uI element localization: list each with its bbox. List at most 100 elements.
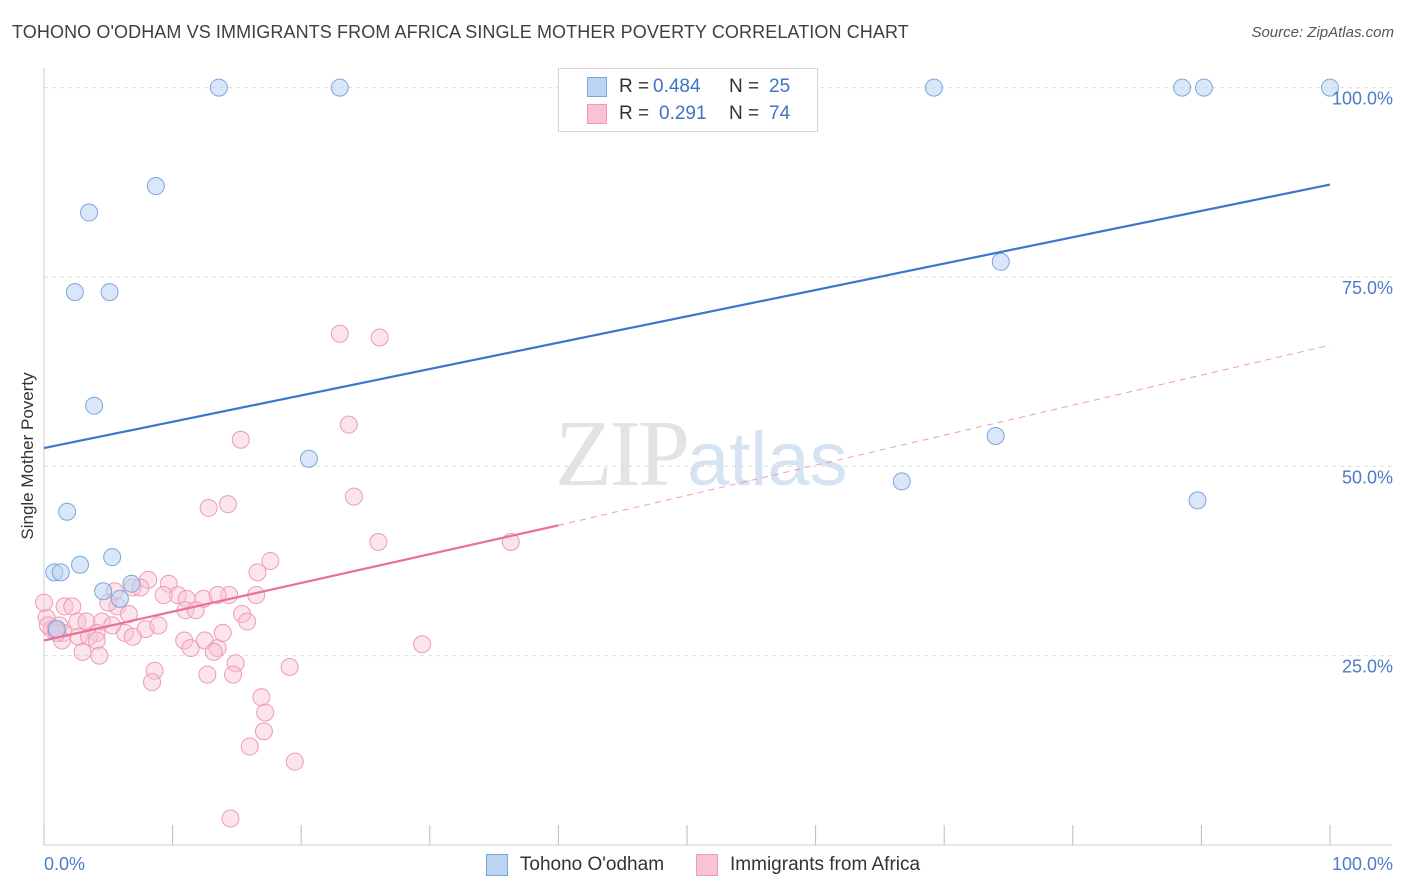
data-point-immigrants-from-africa	[199, 498, 218, 517]
data-point-immigrants-from-africa	[231, 430, 250, 449]
trend-line-immigrants-from-africa	[43, 524, 559, 642]
y-tick-label: 50.0%	[1342, 467, 1393, 487]
legend-r-label: R =	[619, 76, 650, 97]
data-point-tohono-oodham	[47, 620, 66, 639]
data-point-immigrants-from-africa	[149, 616, 168, 635]
data-point-immigrants-from-africa	[55, 597, 74, 616]
data-point-immigrants-from-africa	[73, 642, 92, 661]
data-point-tohono-oodham	[110, 589, 129, 608]
trend-line-extension-immigrants-from-africa	[558, 344, 1331, 526]
watermark-zip: ZIP	[555, 402, 690, 506]
data-point-tohono-oodham	[991, 252, 1010, 271]
data-point-immigrants-from-africa	[218, 495, 237, 514]
data-point-tohono-oodham	[71, 555, 90, 574]
y-tick-label: 25.0%	[1342, 657, 1393, 677]
data-point-tohono-oodham	[986, 426, 1005, 445]
legend-item-immigrants-from-africa[interactable]: Immigrants from Africa	[696, 854, 920, 876]
data-point-immigrants-from-africa	[213, 623, 232, 642]
series-legend: Tohono O'odham Immigrants from Africa	[0, 852, 1406, 878]
data-point-immigrants-from-africa	[370, 328, 389, 347]
data-point-tohono-oodham	[51, 563, 70, 582]
data-point-tohono-oodham	[1321, 78, 1339, 97]
grid-lines	[44, 87, 1392, 657]
data-point-tohono-oodham	[924, 78, 943, 97]
data-point-immigrants-from-africa	[238, 612, 257, 631]
data-point-immigrants-from-africa	[198, 665, 217, 684]
data-point-immigrants-from-africa	[87, 631, 106, 650]
data-point-tohono-oodham	[58, 502, 77, 521]
legend-r-value: 0.484	[653, 76, 701, 97]
data-point-immigrants-from-africa	[252, 688, 271, 707]
tick-labels: 25.0% 50.0% 75.0% 100.0% 0.0% 100.0%	[44, 89, 1393, 874]
data-point-immigrants-from-africa	[413, 635, 432, 654]
legend-swatch-blue	[485, 854, 508, 876]
data-point-tohono-oodham	[299, 449, 318, 468]
legend-row-pink: R = 0.291 N = 74	[587, 102, 790, 126]
data-point-immigrants-from-africa	[256, 703, 275, 722]
data-point-immigrants-from-africa	[68, 612, 87, 631]
data-point-tohono-oodham	[146, 177, 165, 196]
data-point-immigrants-from-africa	[168, 586, 187, 605]
data-point-immigrants-from-africa	[175, 631, 194, 650]
watermark-atlas: atlas	[687, 417, 848, 502]
x-tick-label: 0.0%	[44, 854, 85, 874]
data-point-immigrants-from-africa	[226, 654, 245, 673]
y-tick-label: 75.0%	[1342, 278, 1393, 298]
legend-r-label: R =	[619, 103, 650, 124]
source-label: Source: ZipAtlas.com	[1251, 24, 1394, 41]
legend-n-value: 25	[769, 76, 791, 97]
data-point-immigrants-from-africa	[261, 551, 280, 570]
legend-row-blue: R = 0.484 N = 25	[587, 75, 790, 99]
data-point-tohono-oodham	[1194, 78, 1213, 97]
data-point-immigrants-from-africa	[139, 570, 158, 589]
y-tick-label: 100.0%	[1332, 89, 1393, 109]
data-point-tohono-oodham	[209, 78, 228, 97]
data-point-tohono-oodham	[85, 396, 104, 415]
legend-swatch-pink	[587, 104, 607, 124]
y-axis-title: Single Mother Poverty	[18, 372, 37, 540]
data-point-tohono-oodham	[94, 582, 113, 601]
data-point-tohono-oodham	[65, 283, 84, 302]
data-point-immigrants-from-africa	[254, 722, 273, 741]
data-point-immigrants-from-africa	[285, 752, 304, 771]
data-point-immigrants-from-africa	[339, 415, 358, 434]
legend-item-tohono-oodham[interactable]: Tohono O'odham	[485, 854, 665, 876]
data-point-tohono-oodham	[330, 78, 349, 97]
data-point-immigrants-from-africa	[248, 563, 267, 582]
data-point-immigrants-from-africa	[63, 597, 82, 616]
data-point-tohono-oodham	[80, 203, 99, 222]
data-point-tohono-oodham	[1188, 491, 1207, 510]
data-point-immigrants-from-africa	[123, 627, 142, 646]
data-point-immigrants-from-africa	[240, 737, 259, 756]
data-point-immigrants-from-africa	[154, 586, 173, 605]
data-point-tohono-oodham	[1173, 78, 1192, 97]
data-point-tohono-oodham	[103, 548, 122, 567]
data-point-tohono-oodham	[892, 472, 911, 491]
data-point-immigrants-from-africa	[224, 665, 243, 684]
data-point-immigrants-from-africa	[145, 661, 164, 680]
legend-label: Tohono O'odham	[519, 854, 665, 875]
legend-label: Immigrants from Africa	[730, 854, 921, 875]
data-point-immigrants-from-africa	[344, 487, 363, 506]
trend-lines	[43, 183, 1331, 642]
data-point-immigrants-from-africa	[90, 646, 109, 665]
data-point-immigrants-from-africa	[330, 324, 349, 343]
legend-swatch-blue	[587, 77, 607, 97]
x-tick-label: 100.0%	[1332, 854, 1393, 874]
correlation-legend: R = 0.484 N = 25 R = 0.291 N = 74	[558, 68, 818, 132]
legend-n-label: N =	[729, 76, 760, 97]
data-point-immigrants-from-africa	[221, 809, 240, 828]
watermark: ZIPatlas	[555, 400, 848, 508]
data-point-immigrants-from-africa	[280, 658, 299, 677]
data-point-immigrants-from-africa	[369, 533, 388, 552]
legend-swatch-pink	[696, 854, 719, 876]
trend-line-tohono-oodham	[43, 183, 1331, 450]
data-point-immigrants-from-africa	[143, 673, 162, 692]
data-point-immigrants-from-africa	[208, 586, 227, 605]
data-point-tohono-oodham	[100, 283, 119, 302]
data-point-immigrants-from-africa	[181, 639, 200, 658]
data-point-immigrants-from-africa	[204, 642, 223, 661]
chart-title: TOHONO O'ODHAM VS IMMIGRANTS FROM AFRICA…	[12, 22, 909, 42]
legend-r-value: 0.291	[659, 103, 707, 124]
